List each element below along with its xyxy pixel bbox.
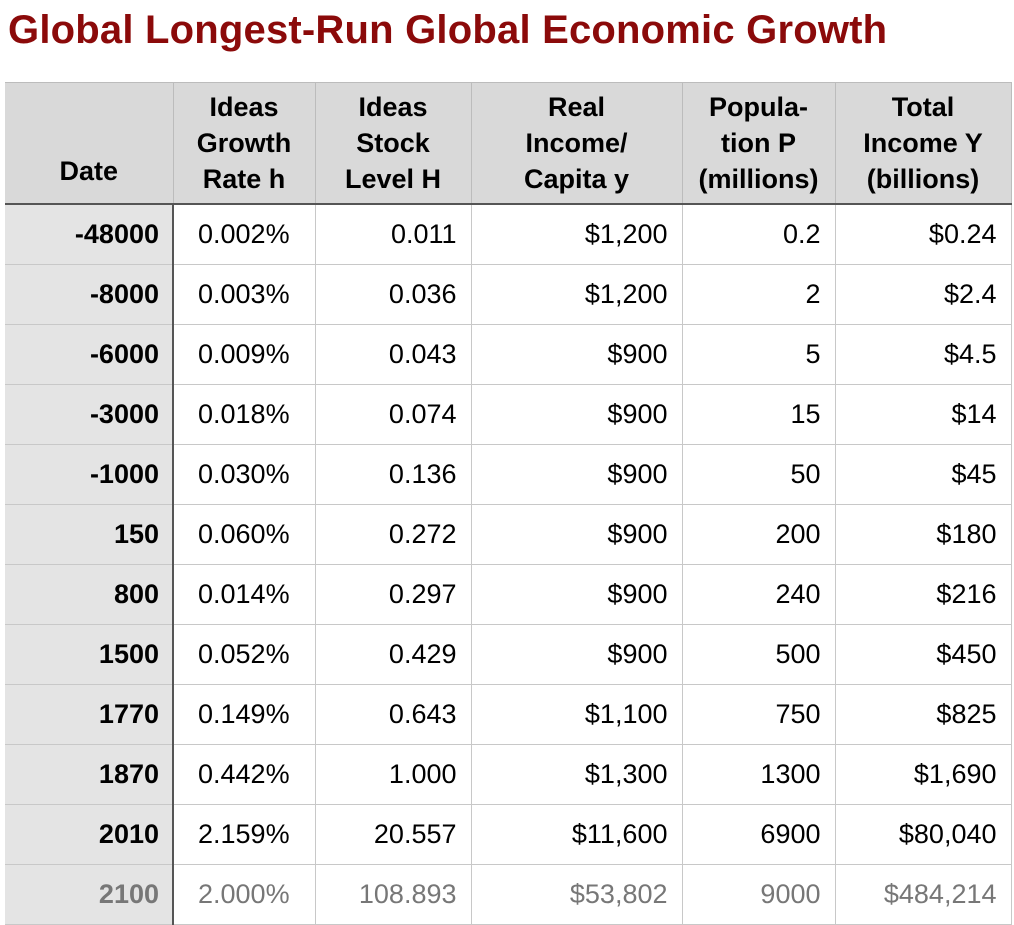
total-income-cell: $2.4 xyxy=(835,264,1012,325)
total-income-cell: $825 xyxy=(835,684,1012,745)
date-cell: -48000 xyxy=(5,204,174,265)
column-header-total-income: Total Income Y (billions) xyxy=(835,82,1012,205)
table-row: 2100 2.000% 108.893 $53,802 9000 $484,214 xyxy=(5,864,1012,925)
date-cell: 150 xyxy=(5,504,174,565)
table-row: -1000 0.030% 0.136 $900 50 $45 xyxy=(5,444,1012,505)
population-cell: 6900 xyxy=(682,804,836,865)
growth-rate-cell: 0.009% xyxy=(173,324,316,385)
stock-level-cell: 0.429 xyxy=(315,624,472,685)
column-header-real-income-per-capita: Real Income/Capita y xyxy=(471,82,683,205)
income-per-capita-cell: $900 xyxy=(471,444,683,505)
date-cell: 800 xyxy=(5,564,174,625)
population-cell: 50 xyxy=(682,444,836,505)
growth-rate-cell: 0.149% xyxy=(173,684,316,745)
date-cell: 1870 xyxy=(5,744,174,805)
population-cell: 0.2 xyxy=(682,204,836,265)
total-income-cell: $484,214 xyxy=(835,864,1012,925)
income-per-capita-cell: $900 xyxy=(471,504,683,565)
income-per-capita-cell: $1,100 xyxy=(471,684,683,745)
stock-level-cell: 0.297 xyxy=(315,564,472,625)
income-per-capita-cell: $1,200 xyxy=(471,204,683,265)
stock-level-cell: 0.036 xyxy=(315,264,472,325)
income-per-capita-cell: $900 xyxy=(471,624,683,685)
growth-rate-cell: 0.003% xyxy=(173,264,316,325)
table-row: 1770 0.149% 0.643 $1,100 750 $825 xyxy=(5,684,1012,745)
date-cell: -6000 xyxy=(5,324,174,385)
table-row: -3000 0.018% 0.074 $900 15 $14 xyxy=(5,384,1012,445)
population-cell: 15 xyxy=(682,384,836,445)
growth-rate-cell: 0.030% xyxy=(173,444,316,505)
total-income-cell: $1,690 xyxy=(835,744,1012,805)
stock-level-cell: 0.272 xyxy=(315,504,472,565)
growth-rate-cell: 0.052% xyxy=(173,624,316,685)
stock-level-cell: 0.074 xyxy=(315,384,472,445)
table-row: 150 0.060% 0.272 $900 200 $180 xyxy=(5,504,1012,565)
income-per-capita-cell: $900 xyxy=(471,384,683,445)
population-cell: 240 xyxy=(682,564,836,625)
income-per-capita-cell: $53,802 xyxy=(471,864,683,925)
stock-level-cell: 108.893 xyxy=(315,864,472,925)
total-income-cell: $216 xyxy=(835,564,1012,625)
population-cell: 5 xyxy=(682,324,836,385)
population-cell: 9000 xyxy=(682,864,836,925)
stock-level-cell: 20.557 xyxy=(315,804,472,865)
column-header-date: Date xyxy=(5,82,174,205)
population-cell: 750 xyxy=(682,684,836,745)
growth-rate-cell: 2.000% xyxy=(173,864,316,925)
growth-rate-cell: 0.018% xyxy=(173,384,316,445)
growth-rate-cell: 0.060% xyxy=(173,504,316,565)
total-income-cell: $80,040 xyxy=(835,804,1012,865)
total-income-cell: $450 xyxy=(835,624,1012,685)
growth-rate-cell: 0.014% xyxy=(173,564,316,625)
stock-level-cell: 1.000 xyxy=(315,744,472,805)
population-cell: 1300 xyxy=(682,744,836,805)
date-cell: -8000 xyxy=(5,264,174,325)
income-per-capita-cell: $900 xyxy=(471,324,683,385)
total-income-cell: $14 xyxy=(835,384,1012,445)
table-row: -6000 0.009% 0.043 $900 5 $4.5 xyxy=(5,324,1012,385)
stock-level-cell: 0.011 xyxy=(315,204,472,265)
table-row: -48000 0.002% 0.011 $1,200 0.2 $0.24 xyxy=(5,204,1012,265)
date-cell: -3000 xyxy=(5,384,174,445)
table-row: 800 0.014% 0.297 $900 240 $216 xyxy=(5,564,1012,625)
table-row: 1870 0.442% 1.000 $1,300 1300 $1,690 xyxy=(5,744,1012,805)
population-cell: 2 xyxy=(682,264,836,325)
total-income-cell: $4.5 xyxy=(835,324,1012,385)
header-row: Date Ideas Growth Rate h Ideas Stock Level H… xyxy=(5,82,1012,205)
date-cell: 2100 xyxy=(5,864,174,925)
date-cell: 1770 xyxy=(5,684,174,745)
total-income-cell: $0.24 xyxy=(835,204,1012,265)
growth-rate-cell: 2.159% xyxy=(173,804,316,865)
population-cell: 200 xyxy=(682,504,836,565)
income-per-capita-cell: $1,200 xyxy=(471,264,683,325)
date-cell: 1500 xyxy=(5,624,174,685)
income-per-capita-cell: $900 xyxy=(471,564,683,625)
growth-table: Date Ideas Growth Rate h Ideas Stock Level H… xyxy=(5,82,1012,925)
column-header-ideas-stock-level: Ideas Stock Level H xyxy=(315,82,472,205)
date-cell: 2010 xyxy=(5,804,174,865)
date-cell: -1000 xyxy=(5,444,174,505)
growth-rate-cell: 0.002% xyxy=(173,204,316,265)
table-row: 2010 2.159% 20.557 $11,600 6900 $80,040 xyxy=(5,804,1012,865)
income-per-capita-cell: $11,600 xyxy=(471,804,683,865)
column-header-population: Popula-tion P (millions) xyxy=(682,82,836,205)
income-per-capita-cell: $1,300 xyxy=(471,744,683,805)
total-income-cell: $180 xyxy=(835,504,1012,565)
stock-level-cell: 0.043 xyxy=(315,324,472,385)
table-row: 1500 0.052% 0.429 $900 500 $450 xyxy=(5,624,1012,685)
table-row: -8000 0.003% 0.036 $1,200 2 $2.4 xyxy=(5,264,1012,325)
stock-level-cell: 0.643 xyxy=(315,684,472,745)
stock-level-cell: 0.136 xyxy=(315,444,472,505)
page-title: Global Longest-Run Global Economic Growt… xyxy=(8,8,888,52)
growth-rate-cell: 0.442% xyxy=(173,744,316,805)
total-income-cell: $45 xyxy=(835,444,1012,505)
column-header-ideas-growth-rate: Ideas Growth Rate h xyxy=(173,82,316,205)
population-cell: 500 xyxy=(682,624,836,685)
